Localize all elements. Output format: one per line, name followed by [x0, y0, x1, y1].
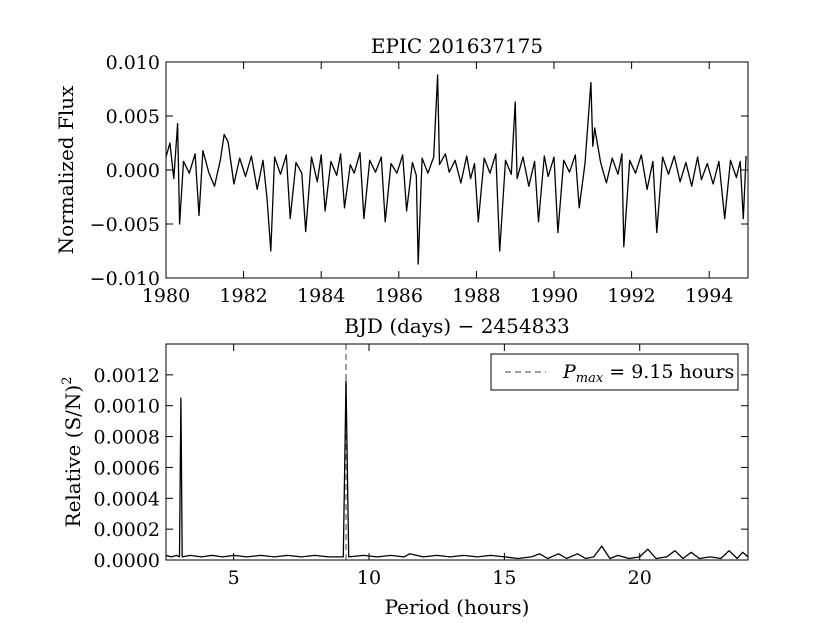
flux-panel: EPIC 201637175 −0.010 −0.005 0.000 0.005 0.0… — [54, 34, 749, 338]
periodogram-y-label-sup: 2 — [60, 377, 75, 385]
periodogram-y-tick-label: 0.0008 — [94, 427, 160, 449]
flux-x-tick-label: 1982 — [219, 285, 267, 307]
periodogram-x-tick-label: 15 — [492, 567, 516, 589]
flux-x-ticks: 1980 1982 1984 1986 1988 1990 1992 1994 — [142, 62, 733, 307]
flux-y-tick-label: 0.005 — [106, 106, 160, 128]
periodogram-y-tick-label: 0.0004 — [94, 488, 160, 510]
flux-y-tick-label: −0.005 — [90, 214, 160, 236]
periodogram-series-line — [166, 380, 748, 560]
periodogram-y-axis-label: Relative (S/N)2 — [60, 377, 85, 528]
flux-x-tick-label: 1986 — [375, 285, 423, 307]
legend-value-text: = 9.15 hours — [603, 361, 734, 383]
flux-y-axis-label: Normalized Flux — [54, 85, 78, 254]
periodogram-y-tick-label: 0.0006 — [94, 457, 160, 479]
flux-x-tick-label: 1988 — [452, 285, 500, 307]
flux-x-axis-label: BJD (days) − 2454833 — [344, 314, 570, 338]
flux-y-tick-label: 0.010 — [106, 52, 160, 74]
legend-subscript: max — [576, 371, 604, 386]
periodogram-x-tick-label: 10 — [357, 567, 381, 589]
periodogram-y-label-main: Relative (S/N) — [61, 385, 85, 528]
periodogram-x-tick-label: 20 — [628, 567, 652, 589]
periodogram-y-ticks: 0.0000 0.0002 0.0004 0.0006 0.0008 0.0010 0.00… — [94, 365, 748, 572]
periodogram-x-tick-label: 5 — [228, 567, 240, 589]
legend-symbol: P — [562, 361, 577, 383]
flux-y-tick-label: −0.010 — [90, 268, 160, 290]
periodogram-y-tick-label: 0.0010 — [94, 396, 160, 418]
flux-x-tick-label: 1992 — [607, 285, 655, 307]
periodogram-plot-frame — [165, 343, 749, 561]
legend-box — [490, 353, 739, 391]
flux-y-tick-label: 0.000 — [106, 160, 160, 182]
periodogram-x-axis-label: Period (hours) — [385, 595, 530, 619]
flux-chart-title: EPIC 201637175 — [371, 34, 543, 58]
periodogram-y-tick-label: 0.0012 — [94, 365, 160, 387]
flux-y-ticks: −0.010 −0.005 0.000 0.005 0.010 — [90, 52, 748, 290]
periodogram-y-tick-label: 0.0002 — [94, 519, 160, 541]
flux-x-tick-label: 1994 — [685, 285, 733, 307]
periodogram-panel: 0.0000 0.0002 0.0004 0.0006 0.0008 0.0010 0.00… — [60, 343, 749, 619]
periodogram-y-tick-label: 0.0000 — [94, 550, 160, 572]
flux-x-tick-label: 1980 — [142, 285, 190, 307]
legend-label: Pmax = 9.15 hours — [562, 361, 734, 386]
flux-x-tick-label: 1984 — [297, 285, 345, 307]
legend: Pmax = 9.15 hours — [490, 353, 739, 391]
flux-plot-frame — [165, 61, 749, 279]
flux-x-tick-label: 1990 — [530, 285, 578, 307]
flux-series-line — [166, 74, 747, 265]
